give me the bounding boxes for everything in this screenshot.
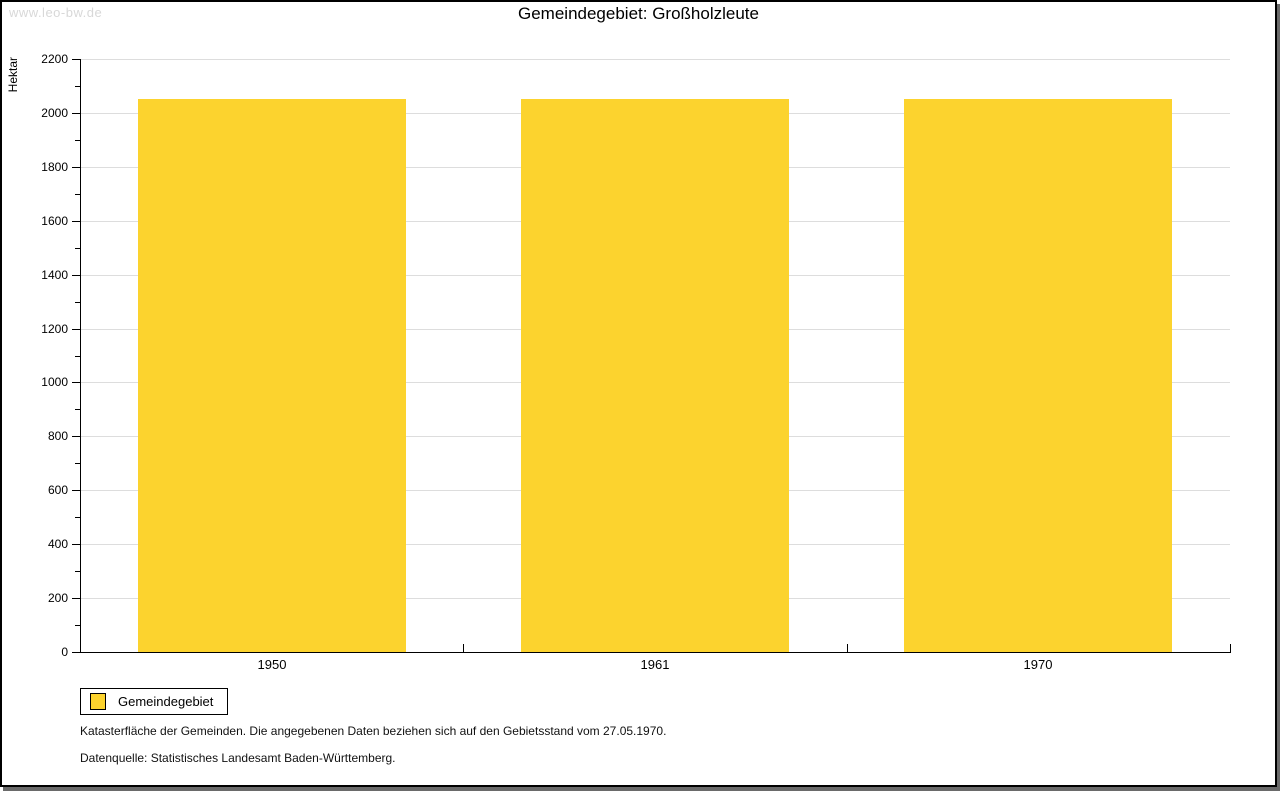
y-tick-label: 1600	[41, 214, 68, 228]
y-tick-label: 1200	[41, 322, 68, 336]
y-tick-minor	[75, 356, 80, 357]
y-tick-minor	[75, 302, 80, 303]
y-tick-minor	[75, 409, 80, 410]
legend: Gemeindegebiet	[80, 688, 229, 715]
y-tick-label: 600	[47, 483, 68, 497]
y-tick-major	[72, 436, 80, 437]
legend-swatch-gemeindegebiet	[90, 693, 106, 710]
y-tick-major	[72, 113, 80, 114]
y-tick-major	[72, 275, 80, 276]
x-boundary-tick	[847, 644, 848, 652]
bar-1950	[138, 99, 406, 652]
y-tick-label: 0	[61, 645, 68, 659]
y-axis-line	[80, 59, 81, 653]
chart-title: Gemeindegebiet: Großholzleute	[518, 4, 759, 23]
y-tick-minor	[75, 571, 80, 572]
note-line-2: Datenquelle: Statistisches Landesamt Bad…	[80, 751, 396, 765]
y-tick-major	[72, 652, 80, 653]
x-boundary-tick	[463, 644, 464, 652]
y-tick-minor	[75, 86, 80, 87]
y-tick-major	[72, 59, 80, 60]
y-tick-minor	[75, 517, 80, 518]
y-tick-minor	[75, 248, 80, 249]
y-tick-label: 200	[47, 591, 68, 605]
y-tick-minor	[75, 625, 80, 626]
legend-label-gemeindegebiet: Gemeindegebiet	[118, 694, 214, 709]
y-tick-major	[72, 167, 80, 168]
gridline	[81, 59, 1230, 60]
y-tick-major	[72, 598, 80, 599]
y-tick-label: 1400	[41, 268, 68, 282]
y-tick-major	[72, 544, 80, 545]
y-tick-major	[72, 382, 80, 383]
y-tick-minor	[75, 140, 80, 141]
note-line-1: Katasterfläche der Gemeinden. Die angege…	[80, 724, 667, 738]
y-tick-label: 1800	[41, 160, 68, 174]
bar-1970	[904, 99, 1172, 652]
y-tick-minor	[75, 194, 80, 195]
x-tick-label-1970: 1970	[1023, 657, 1053, 672]
y-tick-label: 2000	[41, 106, 68, 120]
y-tick-major	[72, 329, 80, 330]
x-boundary-tick	[1230, 644, 1231, 652]
x-tick-label-1961: 1961	[640, 657, 670, 672]
watermark: www.leo-bw.de	[9, 5, 103, 20]
y-tick-label: 2200	[41, 52, 68, 66]
y-tick-label: 1000	[41, 375, 68, 389]
x-tick-label-1950: 1950	[257, 657, 287, 672]
y-tick-major	[72, 221, 80, 222]
y-tick-label: 800	[47, 429, 68, 443]
bar-1961	[521, 99, 789, 652]
y-tick-label: 400	[47, 537, 68, 551]
x-axis-line	[80, 652, 1231, 653]
y-tick-minor	[75, 463, 80, 464]
y-tick-major	[72, 490, 80, 491]
